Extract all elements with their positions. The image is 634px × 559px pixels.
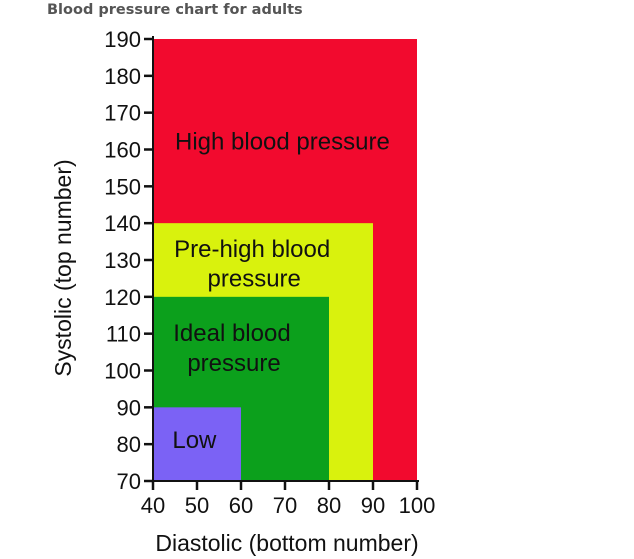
x-tick-label: 40 [141,493,165,518]
x-tick-label: 80 [317,493,341,518]
region-label-low: Low [172,427,217,454]
x-axis-title: Diastolic (bottom number) [155,530,418,556]
y-tick-label: 160 [104,138,141,163]
x-tick-label: 100 [399,493,436,518]
y-tick-label: 120 [104,285,141,310]
y-tick-label: 150 [104,174,141,199]
region-label-ideal: Ideal blood [173,320,290,347]
region-label-ideal: pressure [187,350,280,377]
y-tick-label: 130 [104,248,141,273]
region-label-high: High blood pressure [175,129,390,156]
y-tick-label: 190 [104,27,141,52]
y-tick-label: 140 [104,211,141,236]
region-low [153,407,241,481]
x-tick-label: 60 [229,493,253,518]
x-tick-label: 70 [273,493,297,518]
y-axis-title: Systolic (top number) [50,159,76,376]
y-tick-label: 80 [117,432,141,457]
x-tick-label: 50 [185,493,209,518]
y-tick-label: 110 [106,322,141,347]
y-tick-label: 90 [117,395,141,420]
region-label-pre-high: pressure [208,266,301,293]
y-tick-label: 100 [104,359,141,384]
x-tick-label: 90 [361,493,385,518]
page-title: Blood pressure chart for adults [47,2,303,18]
region-label-pre-high: Pre-high blood [174,236,330,263]
y-tick-label: 70 [117,469,141,494]
y-tick-label: 170 [104,101,141,126]
y-tick-label: 180 [104,64,141,89]
